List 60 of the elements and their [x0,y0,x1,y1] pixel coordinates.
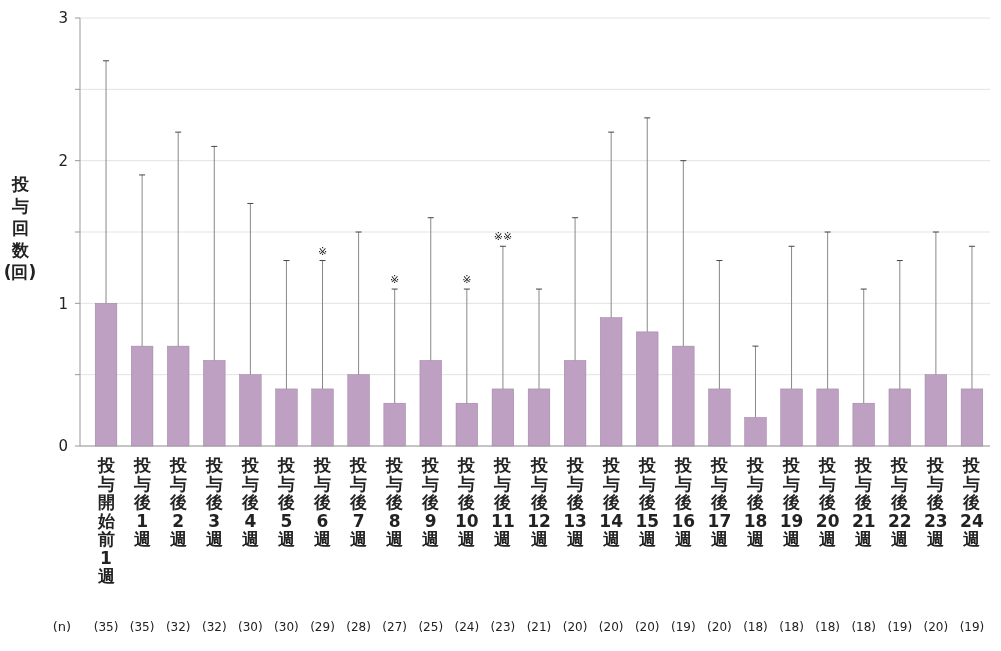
text: (18) [851,620,877,634]
x-tick-label: 投与後4週 [240,455,260,549]
text: (18) [779,620,804,634]
text: (20) [598,620,624,634]
text: (25) [418,620,444,634]
text: (19) [959,620,985,634]
text: (32) [165,620,191,634]
x-tick-label: 投与後24週 [960,455,984,549]
x-tick-label: 投与開始前1週 [96,455,116,586]
x-tick-label: 投与後3週 [204,455,224,549]
y-tick-label: 0 [58,437,68,456]
x-tick-label: 投与後15週 [635,455,660,549]
x-tick-label: 投与後16週 [671,455,696,549]
x-tick-label: 投与後14週 [599,455,624,549]
x-tick-label: 投与後18週 [743,455,768,549]
text: (32) [201,620,227,634]
x-tick-label: 投与後9週 [421,455,441,549]
text: (24) [454,620,480,634]
text: (n) [52,619,72,634]
text: (20) [562,620,588,634]
text: (28) [346,620,371,634]
x-tick-label: 投与後17週 [707,455,732,549]
text: (27) [382,620,407,634]
x-tick-label: 投与後21週 [851,455,876,549]
x-tick-label: 投与後23週 [924,455,948,549]
text: (29) [310,620,335,634]
text: (30) [238,620,263,634]
annotation: ※ [390,273,400,287]
x-tick-label: 投与後11週 [491,455,515,549]
text: (20) [707,620,732,634]
text: (18) [743,620,768,634]
text: (23) [490,620,516,634]
x-tick-label: 投与後1週 [132,455,152,549]
text: (18) [815,620,840,634]
y-tick-label: 2 [58,151,68,170]
x-tick-label: 投与後19週 [779,455,804,549]
text: (20) [923,620,949,634]
x-tick-label: 投与後2週 [168,455,188,549]
text: (20) [634,620,660,634]
annotation: ※ [462,273,472,287]
y-axis-title: 投与回数(回) [3,174,37,282]
x-tick-label: 投与後12週 [527,455,551,549]
text: (30) [274,620,299,634]
x-tick-label: 投与後8週 [385,455,405,549]
x-tick-label: 投与後20週 [815,455,840,549]
text: (19) [671,620,696,634]
x-tick-label: 投与後5週 [276,455,296,549]
text: (19) [887,620,913,634]
x-tick-label: 投与後22週 [887,455,912,549]
annotation: ※※ [493,230,513,244]
text: (35) [129,620,155,634]
text: (35) [93,620,119,634]
x-tick-label: 投与後13週 [563,455,587,549]
x-tick-label: 投与後10週 [455,455,479,549]
text: (21) [526,620,552,634]
y-tick-label: 1 [58,294,68,313]
annotation: ※ [317,244,328,258]
x-tick-label: 投与後6週 [313,455,333,549]
x-tick-label: 投与後7週 [349,455,369,549]
y-tick-label: 3 [58,9,68,28]
